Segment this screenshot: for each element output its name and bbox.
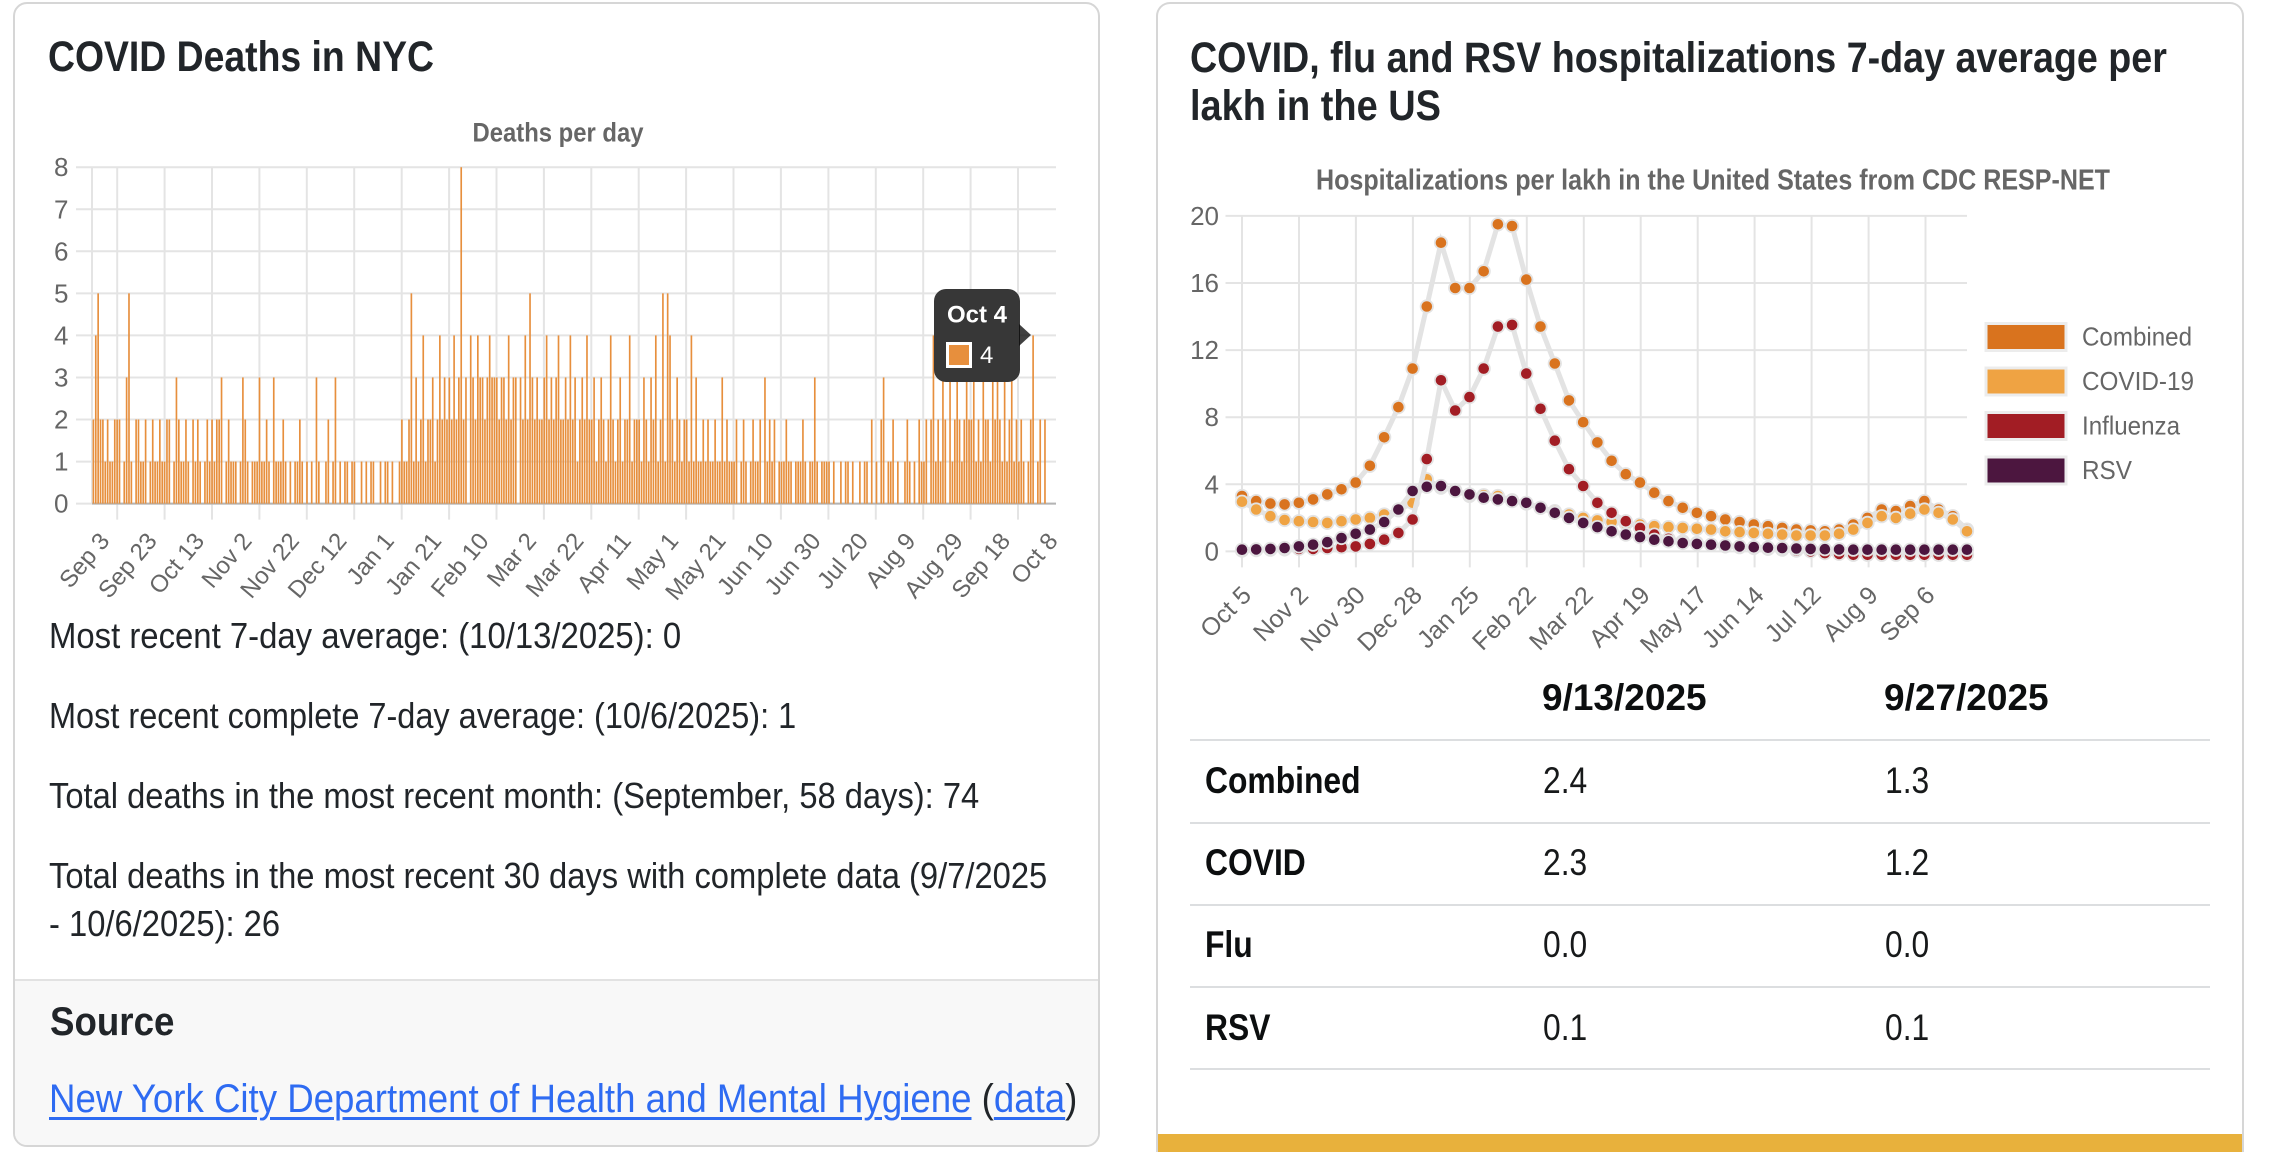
- svg-text:4: 4: [980, 342, 993, 369]
- svg-text:Sep 6: Sep 6: [1874, 581, 1940, 647]
- svg-text:Oct 8: Oct 8: [1006, 528, 1064, 589]
- svg-text:Jul 12: Jul 12: [1760, 581, 1827, 648]
- svg-text:Apr 11: Apr 11: [572, 528, 637, 598]
- svg-text:8: 8: [54, 152, 68, 182]
- svg-text:Feb 22: Feb 22: [1467, 581, 1542, 656]
- svg-text:12: 12: [1190, 335, 1219, 365]
- svg-text:5: 5: [54, 278, 68, 308]
- svg-text:Aug 9: Aug 9: [1818, 581, 1884, 647]
- svg-text:Deaths per day: Deaths per day: [473, 117, 644, 147]
- svg-text:4: 4: [1205, 469, 1219, 499]
- svg-text:Oct 5: Oct 5: [1195, 581, 1257, 643]
- svg-text:1: 1: [54, 447, 68, 477]
- svg-text:4: 4: [54, 320, 68, 350]
- svg-text:Oct 4: Oct 4: [947, 302, 1008, 329]
- svg-text:COVID-19: COVID-19: [2082, 366, 2194, 396]
- svg-text:16: 16: [1190, 268, 1219, 298]
- svg-text:Jul 20: Jul 20: [812, 528, 874, 594]
- svg-text:8: 8: [1205, 402, 1219, 432]
- svg-text:0: 0: [1205, 536, 1219, 566]
- svg-text:RSV: RSV: [2082, 455, 2133, 485]
- svg-text:2: 2: [54, 405, 68, 435]
- svg-text:7: 7: [54, 194, 68, 224]
- svg-text:Dec 28: Dec 28: [1352, 581, 1428, 657]
- svg-text:6: 6: [54, 236, 68, 266]
- svg-text:20: 20: [1190, 201, 1219, 231]
- svg-text:Jun 14: Jun 14: [1697, 581, 1770, 654]
- svg-text:0: 0: [54, 489, 68, 519]
- svg-text:Mar 22: Mar 22: [1524, 581, 1599, 656]
- svg-text:Influenza: Influenza: [2082, 411, 2180, 441]
- svg-text:Hospitalizations per lakh in t: Hospitalizations per lakh in the United …: [1316, 165, 2110, 197]
- svg-text:Combined: Combined: [2082, 322, 2192, 352]
- svg-text:3: 3: [54, 363, 68, 393]
